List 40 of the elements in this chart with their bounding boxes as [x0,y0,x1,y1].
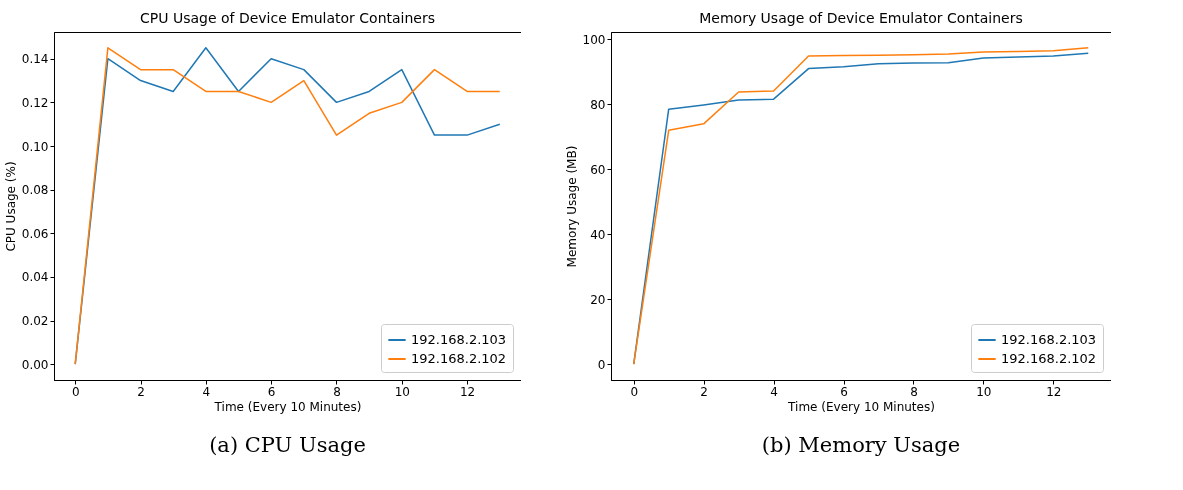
chart-title: Memory Usage of Device Emulator Containers [699,10,1023,26]
y-tick-label: 0.06 [21,226,49,241]
y-tick-label: 0.14 [21,52,49,67]
legend-label: 192.168.2.103 [411,332,507,347]
x-tick-label: 0 [71,384,80,399]
x-tick-label: 6 [267,384,276,399]
y-tick-label: 60 [590,162,606,177]
y-tick-label: 20 [590,292,606,307]
legend-label: 192.168.2.103 [1001,332,1097,347]
x-axis-title: Time (Every 10 Minutes) [787,399,935,414]
chart-title: CPU Usage of Device Emulator Containers [139,10,436,26]
y-tick-label: 0.02 [21,314,49,329]
y-tick-label: 0.08 [21,183,49,198]
y-tick-label: 40 [590,227,606,242]
x-tick-label: 2 [700,384,708,399]
text: (b) Memory Usage [761,433,961,457]
y-axis-title: Memory Usage (MB) [564,145,579,268]
text: (a) CPU Usage [209,433,366,457]
x-tick-label: 8 [333,384,341,399]
y-tick-label: 0.00 [21,357,49,372]
x-tick-label: 0 [630,384,639,399]
x-tick-label: 12 [1046,384,1062,399]
y-tick-label: 100 [582,32,606,47]
x-tick-label: 10 [976,384,992,399]
x-axis-title: Time (Every 10 Minutes) [213,399,362,414]
y-tick-label: 0 [597,357,606,372]
y-tick-label: 80 [590,97,606,112]
y-axis-title: CPU Usage (%) [3,161,18,252]
x-tick-label: 4 [770,384,778,399]
x-tick-label: 10 [394,384,410,399]
x-tick-label: 12 [459,384,476,399]
x-tick-label: 4 [202,384,211,399]
x-tick-label: 8 [910,384,918,399]
y-tick-label: 0.12 [21,95,49,110]
x-tick-label: 2 [137,384,145,399]
x-tick-label: 6 [840,384,848,399]
legend-label: 192.168.2.102 [1001,351,1097,366]
y-tick-label: 0.04 [21,270,49,285]
legend-label: 192.168.2.102 [411,351,507,366]
y-tick-label: 0.10 [21,139,49,154]
